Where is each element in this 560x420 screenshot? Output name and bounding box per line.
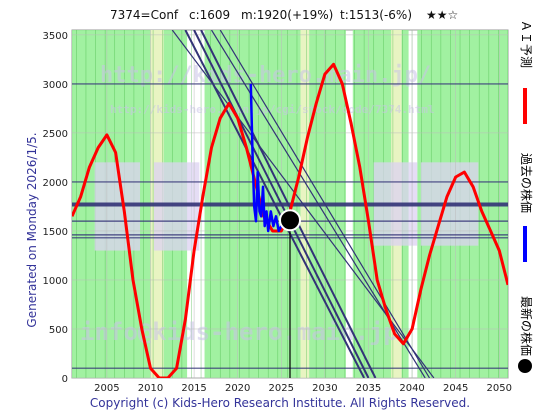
y-tick-label: 500 xyxy=(49,325,68,336)
y-tick-label: 3000 xyxy=(43,80,68,91)
legend-past-swatch xyxy=(523,226,527,262)
current-price-label: c:1609 xyxy=(189,8,231,22)
rating-stars: ★★☆ xyxy=(426,8,459,22)
x-tick-label: 2005 xyxy=(94,383,119,394)
legend-prediction-swatch xyxy=(523,88,527,124)
x-tick-label: 2045 xyxy=(443,383,468,394)
copyright-text: Copyright (c) Kids-Hero Research Institu… xyxy=(89,396,471,410)
y-tick-label: 2000 xyxy=(43,178,68,189)
x-tick-label: 2030 xyxy=(312,383,337,394)
x-tick-label: 2020 xyxy=(225,383,250,394)
y-tick-label: 1000 xyxy=(43,276,68,287)
generated-date-label: Generated on Monday 2026/1/5. xyxy=(25,132,39,327)
axes: 0 500 1000 1500 2000 2500 3000 3500 2005 2010 2015… xyxy=(43,31,512,394)
stock-code-label: 7374=Conf xyxy=(110,8,179,22)
x-tick-label: 2025 xyxy=(269,383,294,394)
y-tick-label: 0 xyxy=(62,374,68,385)
x-tick-label: 2040 xyxy=(399,383,424,394)
y-tick-label: 1500 xyxy=(43,227,68,238)
chart-header: 7374=Conf c:1609 m:1920(+19%) t:1513(-6%… xyxy=(0,0,560,30)
target-price-label: t:1513(-6%) xyxy=(340,8,413,22)
legend: ＡＩ予測 過去の株価 最新の株価 xyxy=(518,20,534,373)
latest-price-marker xyxy=(279,209,301,232)
x-tick-label: 2015 xyxy=(181,383,206,394)
max-price-label: m:1920(+19%) xyxy=(241,8,334,22)
latest-marker-group xyxy=(279,209,301,378)
x-tick-label: 2035 xyxy=(356,383,381,394)
y-tick-label: 2500 xyxy=(43,129,68,140)
x-tick-label: 2050 xyxy=(487,383,512,394)
watermark-sub: http://kids-hero.main.jp/cgi/stock/code/… xyxy=(110,103,435,116)
legend-latest-icon xyxy=(518,359,532,373)
legend-prediction-label: ＡＩ予測 xyxy=(519,20,533,68)
legend-past-label: 過去の株価 xyxy=(519,153,534,213)
y-tick-label: 3500 xyxy=(43,31,68,42)
legend-latest-label: 最新の株価 xyxy=(519,296,534,356)
x-tick-label: 2010 xyxy=(138,383,163,394)
